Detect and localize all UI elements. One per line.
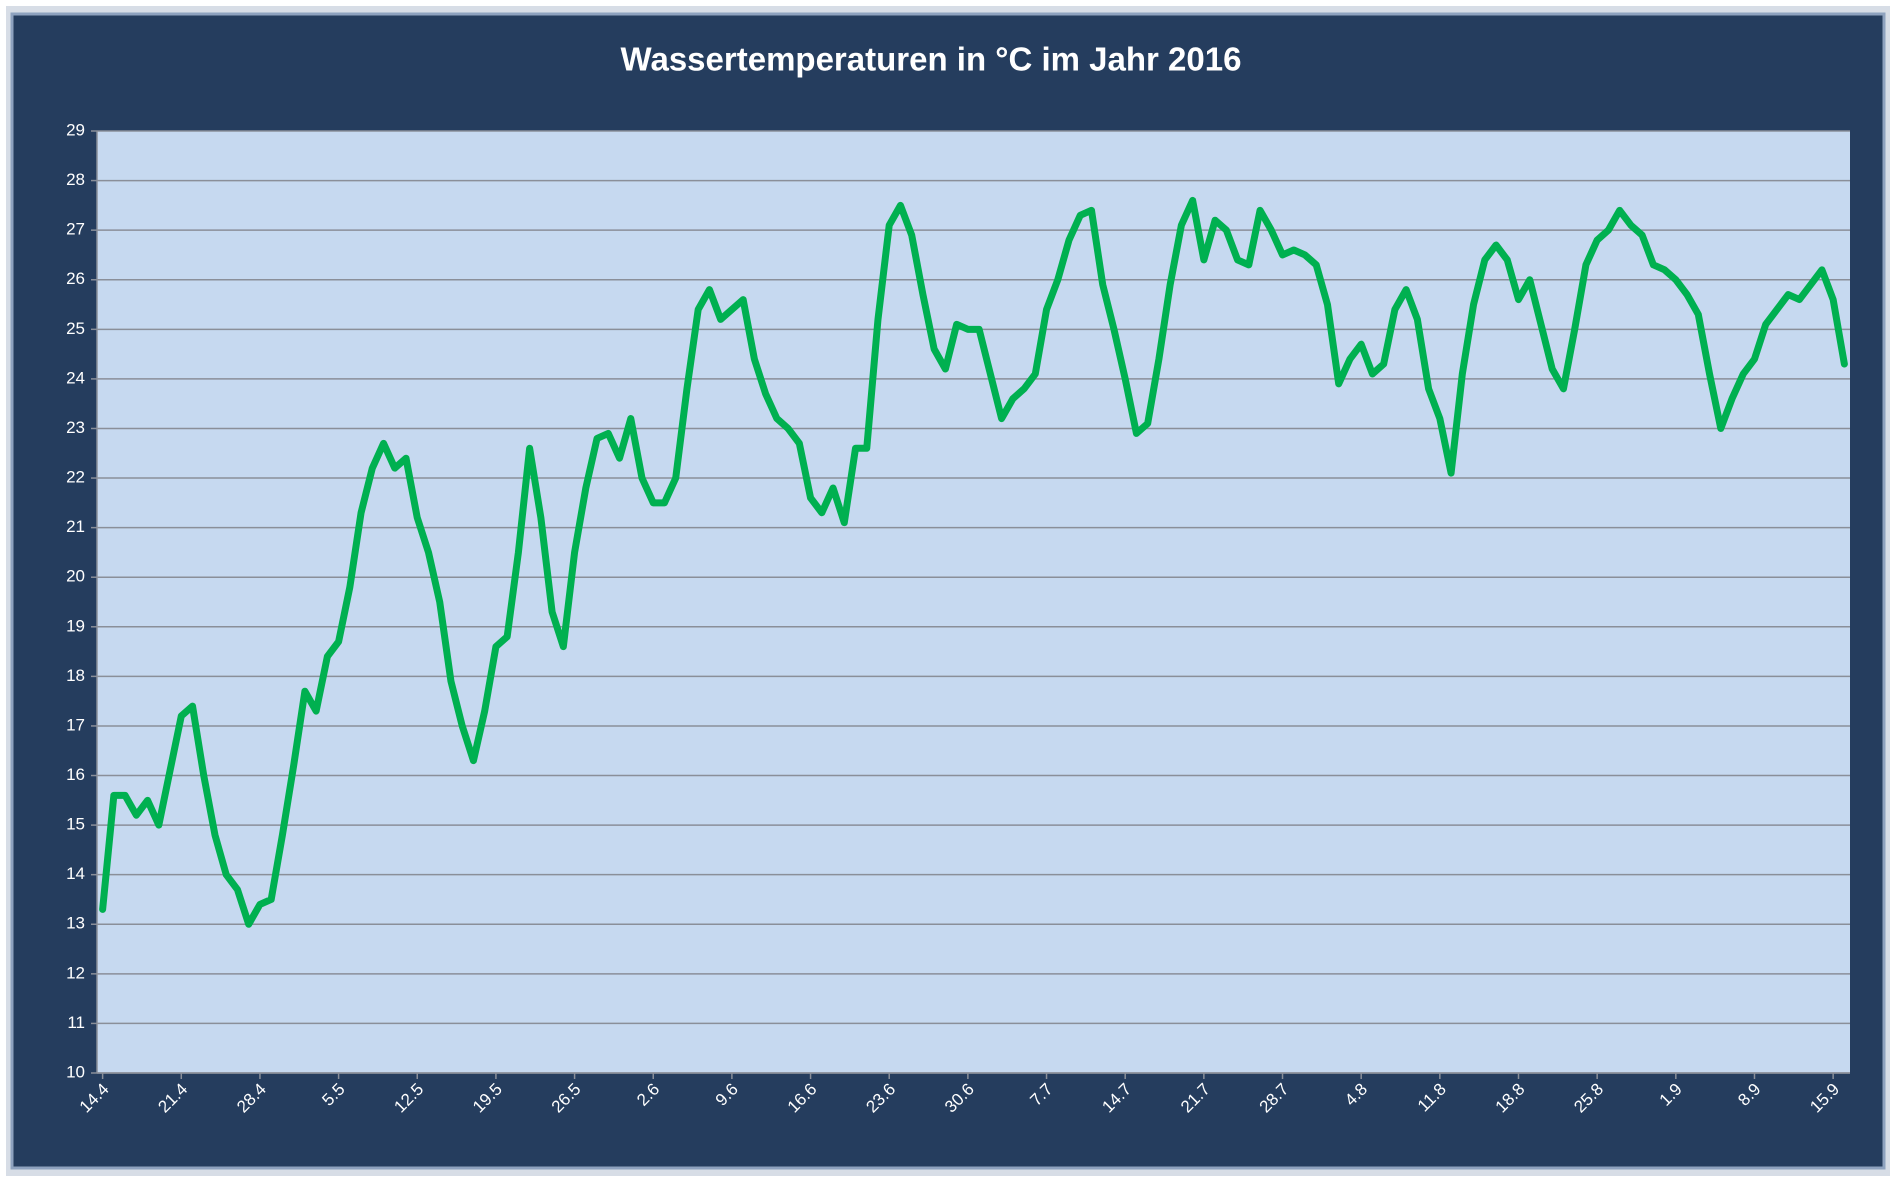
grid xyxy=(91,130,1850,1079)
plot-area xyxy=(97,131,1850,1073)
y-tick-label: 18 xyxy=(66,666,85,685)
y-tick-label: 19 xyxy=(66,616,85,635)
y-tick-label: 15 xyxy=(66,815,85,834)
y-tick-label: 20 xyxy=(66,567,85,586)
line-series xyxy=(99,196,1848,928)
y-tick-label: 28 xyxy=(66,170,85,189)
chart-title: Wassertemperaturen in °C im Jahr 2016 xyxy=(621,41,1242,78)
y-tick-label: 25 xyxy=(66,319,85,338)
y-tick-label: 21 xyxy=(66,517,85,536)
y-tick-label: 14 xyxy=(66,864,85,883)
y-tick-label: 16 xyxy=(66,765,85,784)
marks xyxy=(99,196,1848,928)
y-tick-label: 23 xyxy=(66,418,85,437)
y-tick-label: 11 xyxy=(67,1013,85,1032)
y-tick-label: 24 xyxy=(66,368,85,387)
y-tick-label: 26 xyxy=(66,269,85,288)
y-tick-label: 17 xyxy=(66,715,85,734)
y-tick-label: 22 xyxy=(66,468,85,487)
y-tick-label: 13 xyxy=(66,914,85,933)
y-tick-label: 10 xyxy=(66,1062,85,1081)
y-tick-label: 29 xyxy=(66,120,85,139)
y-tick-label: 27 xyxy=(66,220,85,239)
y-tick-label: 12 xyxy=(66,963,85,982)
